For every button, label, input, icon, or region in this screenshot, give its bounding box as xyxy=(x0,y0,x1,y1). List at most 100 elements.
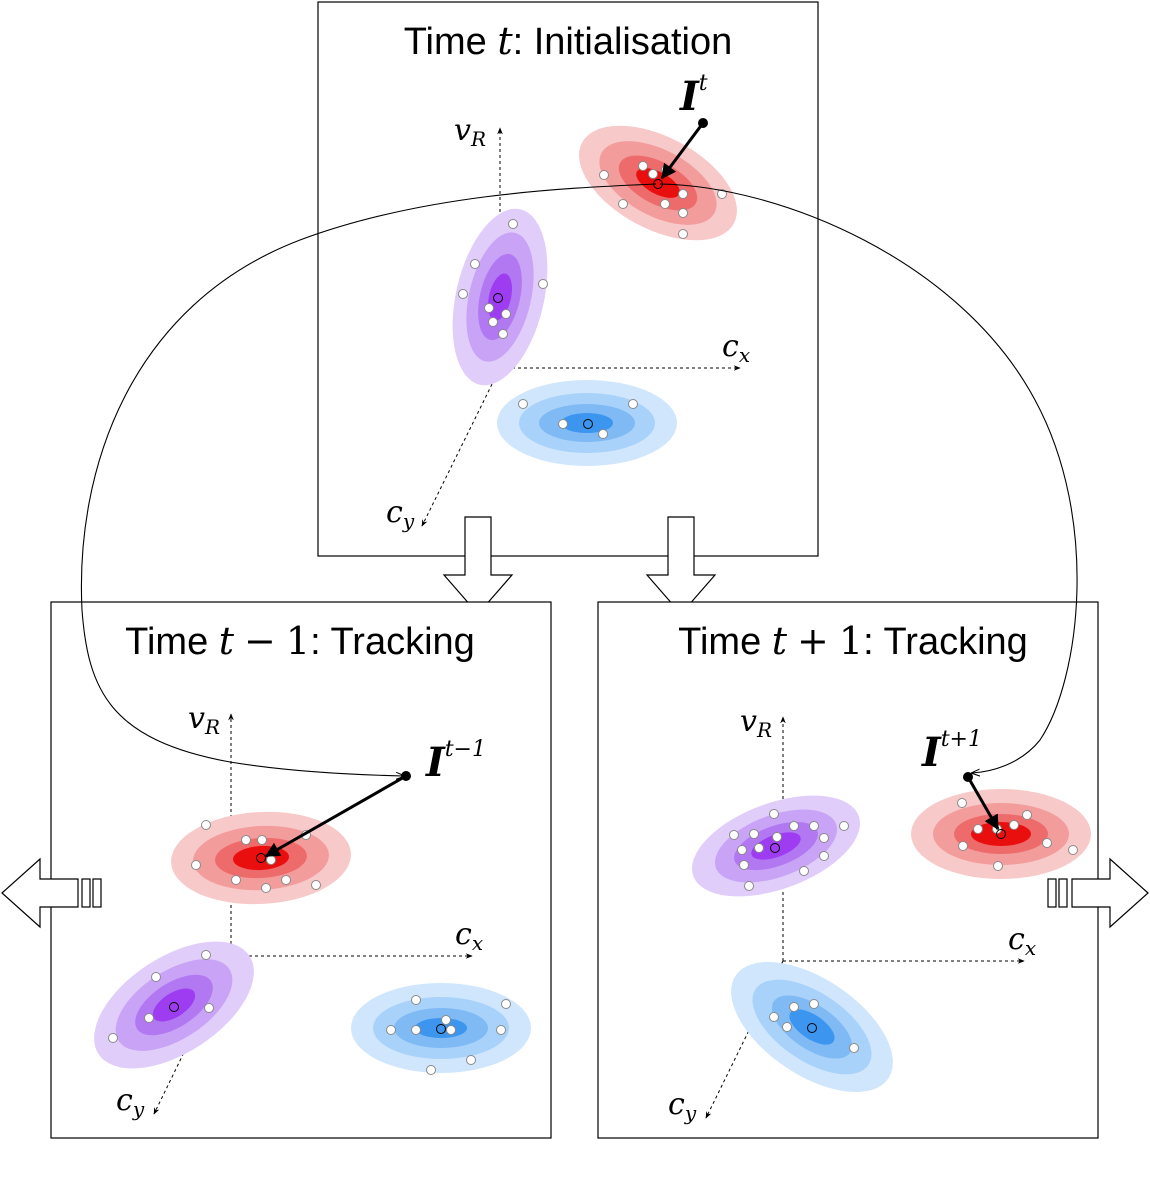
instance-pointer-arrow xyxy=(264,774,407,858)
cluster-red-points xyxy=(957,798,1078,871)
data-point xyxy=(231,875,241,885)
data-point xyxy=(311,880,321,890)
data-point xyxy=(501,999,511,1009)
data-point xyxy=(973,824,983,834)
data-point xyxy=(618,199,628,209)
data-point xyxy=(204,1003,214,1013)
axis-label-vr: vR xyxy=(188,701,220,739)
instance-label-next: It+1 xyxy=(921,727,982,776)
cluster-mean xyxy=(493,293,503,303)
axis-cy xyxy=(153,955,232,1115)
data-point xyxy=(281,875,291,885)
cluster-blue-points xyxy=(518,399,638,439)
data-point xyxy=(266,855,276,865)
data-point xyxy=(261,883,271,893)
cluster-purple-core xyxy=(487,273,513,321)
data-point xyxy=(201,950,211,960)
cluster-blue-points xyxy=(386,995,511,1075)
cluster-blue-points xyxy=(769,999,859,1053)
data-point xyxy=(144,1013,154,1023)
instance-pointer-dot xyxy=(698,118,708,128)
data-point xyxy=(789,821,799,831)
panel-next: Time t +1: Tracking vR cx cy xyxy=(597,601,1149,1139)
data-point xyxy=(809,999,819,1009)
data-point xyxy=(849,1043,859,1053)
data-point xyxy=(749,829,759,839)
data-point xyxy=(957,798,967,808)
panel-prev: Time t −1: Tracking vR cx cy xyxy=(1,601,552,1139)
panel-title-initialisation: Time t: Initialisation xyxy=(404,19,733,63)
data-point xyxy=(1022,810,1032,820)
data-point xyxy=(638,161,648,171)
data-point xyxy=(729,830,739,840)
cluster-mean xyxy=(583,419,593,429)
cluster-purple-points xyxy=(458,219,548,339)
data-point xyxy=(484,303,494,313)
play-backward-bar xyxy=(92,878,102,908)
cluster-purple xyxy=(452,208,548,386)
data-point xyxy=(108,1033,118,1043)
panel-title-next: Time t +1: Tracking xyxy=(678,619,1028,663)
cluster-mean xyxy=(436,1024,446,1034)
cluster-blue xyxy=(497,380,677,466)
play-forward-bar xyxy=(1058,878,1068,908)
axis-label-cy: cy xyxy=(386,495,415,533)
data-point xyxy=(411,995,421,1005)
data-point xyxy=(1068,845,1078,855)
data-point xyxy=(1042,838,1052,848)
data-point xyxy=(809,821,819,831)
cluster-mean xyxy=(770,843,780,853)
data-point xyxy=(678,229,688,239)
axis-label-vr: vR xyxy=(740,704,772,742)
data-point xyxy=(789,1002,799,1012)
data-point xyxy=(488,317,498,327)
axis-cy xyxy=(421,367,501,527)
data-point xyxy=(411,1025,421,1035)
cluster-purple xyxy=(94,941,254,1069)
data-point xyxy=(819,851,829,861)
play-backward-bar xyxy=(81,878,91,908)
axis-label-vr: vR xyxy=(454,113,486,151)
panel-frame-initialisation xyxy=(317,1,819,557)
data-point xyxy=(599,170,609,180)
data-point xyxy=(648,169,658,179)
data-point xyxy=(241,835,251,845)
play-forward-bar xyxy=(1047,878,1057,908)
data-point xyxy=(660,199,670,209)
cluster-blue-core xyxy=(789,1009,835,1045)
axis-label-cy: cy xyxy=(116,1083,145,1121)
data-point xyxy=(782,1022,792,1032)
data-point xyxy=(466,1055,476,1065)
instance-pointer-arrow xyxy=(660,122,705,180)
cluster-purple-points xyxy=(108,950,214,1043)
panel-initialisation: Time t: Initialisation vR cx cy xyxy=(317,1,819,615)
data-point xyxy=(257,835,267,845)
data-point xyxy=(737,845,747,855)
propagation-arc-to-next xyxy=(659,183,1078,773)
data-point xyxy=(754,843,764,853)
data-point xyxy=(470,259,480,269)
instance-pointer-dot xyxy=(963,772,973,782)
data-point xyxy=(769,809,779,819)
data-point xyxy=(628,399,638,409)
data-point xyxy=(958,841,968,851)
data-point xyxy=(744,881,754,891)
data-point xyxy=(191,860,201,870)
instance-pointer-arrow xyxy=(966,776,1000,831)
cluster-mean xyxy=(807,1023,817,1033)
data-point xyxy=(558,419,568,429)
propagation-arc-to-prev xyxy=(80,183,657,776)
data-point xyxy=(501,309,511,319)
data-point xyxy=(538,279,548,289)
play-backward-arrow xyxy=(1,857,79,929)
axis-label-cy: cy xyxy=(668,1087,697,1125)
cluster-mean xyxy=(996,829,1006,839)
axis-cy xyxy=(705,960,784,1119)
data-point xyxy=(446,1025,456,1035)
cluster-blue-core xyxy=(561,413,613,433)
data-point xyxy=(151,972,161,982)
data-point xyxy=(678,208,688,218)
data-point xyxy=(498,329,508,339)
cluster-red-core xyxy=(636,168,680,198)
